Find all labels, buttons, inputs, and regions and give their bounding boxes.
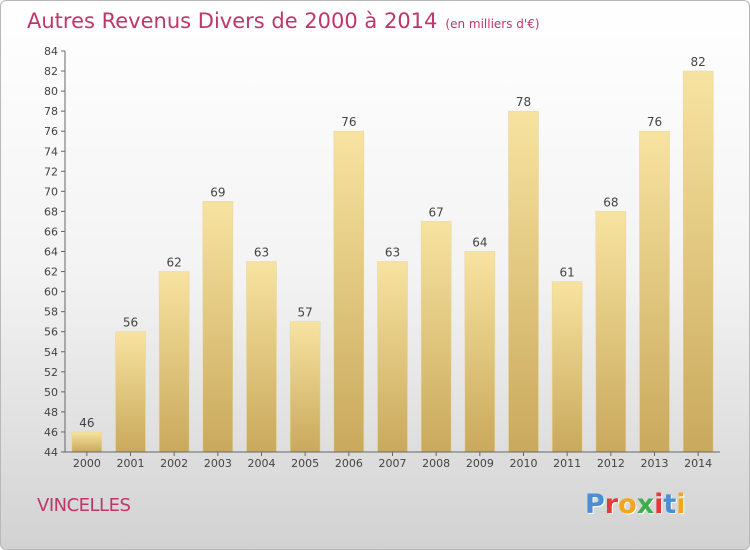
chart-unit-text: (en milliers d'€) xyxy=(445,17,540,31)
bar xyxy=(377,261,408,453)
logo-letter: x xyxy=(636,489,655,520)
logo-letter: i xyxy=(676,489,686,520)
y-tick-label: 60 xyxy=(44,286,58,299)
data-label: 63 xyxy=(254,246,269,260)
x-tick-label: 2006 xyxy=(335,457,363,470)
bar xyxy=(464,251,496,453)
data-label: 67 xyxy=(429,205,444,219)
y-tick-label: 48 xyxy=(44,406,58,419)
y-tick-label: 46 xyxy=(44,426,58,439)
logo-letter: r xyxy=(604,489,619,520)
x-tick-label: 2012 xyxy=(597,457,625,470)
bar xyxy=(639,130,670,453)
data-label: 78 xyxy=(516,95,531,109)
x-tick-label: 2010 xyxy=(510,457,538,470)
data-label: 82 xyxy=(691,55,706,69)
logo-letter: P xyxy=(585,489,605,520)
x-tick-label: 2014 xyxy=(684,457,712,470)
x-tick-label: 2009 xyxy=(466,457,494,470)
bar xyxy=(595,211,627,453)
logo-letter: i xyxy=(654,489,664,520)
data-label: 62 xyxy=(167,256,182,270)
y-axis: 44 46 48 50 52 54 56 58 60 62 64 66 68 70 72 74 76 78 80 82… xyxy=(44,45,66,459)
y-tick-label: 50 xyxy=(44,386,58,399)
data-label: 76 xyxy=(647,115,662,129)
y-tick-label: 62 xyxy=(44,266,58,279)
y-tick-label: 78 xyxy=(44,105,58,118)
bar xyxy=(115,331,146,453)
bar xyxy=(551,281,583,453)
bar xyxy=(202,201,234,453)
chart-title: Autres Revenus Divers de 2000 à 2014 (en … xyxy=(27,9,540,33)
x-tick-label: 2000 xyxy=(73,457,101,470)
bar xyxy=(508,110,539,453)
y-tick-label: 82 xyxy=(44,65,58,78)
y-tick-label: 66 xyxy=(44,225,58,238)
bar xyxy=(333,130,365,453)
y-tick-label: 76 xyxy=(44,125,58,138)
data-label: 56 xyxy=(123,316,138,330)
data-label: 76 xyxy=(341,115,356,129)
data-label: 46 xyxy=(79,416,94,430)
data-label: 63 xyxy=(385,246,400,260)
data-label: 57 xyxy=(298,306,313,320)
y-tick-label: 58 xyxy=(44,306,58,319)
x-tick-label: 2005 xyxy=(291,457,319,470)
bar xyxy=(246,261,277,453)
proxiti-logo[interactable]: Proxiti xyxy=(585,489,686,520)
y-tick-label: 80 xyxy=(44,85,58,98)
data-label: 68 xyxy=(603,195,618,209)
chart-title-text: Autres Revenus Divers de 2000 à 2014 xyxy=(27,9,438,33)
bar xyxy=(682,70,714,453)
logo-letter: o xyxy=(618,489,637,520)
data-label: 69 xyxy=(210,185,225,199)
y-tick-label: 64 xyxy=(44,246,58,259)
bar xyxy=(289,321,321,453)
bar xyxy=(420,221,452,453)
y-tick-label: 68 xyxy=(44,205,58,218)
y-tick-label: 74 xyxy=(44,145,58,158)
y-tick-label: 72 xyxy=(44,165,58,178)
y-tick-label: 70 xyxy=(44,185,58,198)
x-axis: 2000 2001 2002 2003 2004 2005 2006 2007 2008 2009… xyxy=(65,451,720,470)
x-tick-label: 2008 xyxy=(422,457,450,470)
logo-letter: t xyxy=(663,489,677,520)
x-tick-label: 2011 xyxy=(553,457,581,470)
bar xyxy=(158,271,190,453)
bars: 46 56 62 69 63 57 76 63 67 64 78 61 68 76 82 xyxy=(71,55,714,453)
x-tick-label: 2007 xyxy=(379,457,407,470)
x-tick-label: 2002 xyxy=(160,457,188,470)
y-tick-label: 52 xyxy=(44,366,58,379)
y-tick-label: 54 xyxy=(44,346,58,359)
city-name: VINCELLES xyxy=(37,495,131,516)
bar xyxy=(71,431,103,453)
x-tick-label: 2001 xyxy=(117,457,145,470)
x-tick-label: 2013 xyxy=(641,457,669,470)
y-tick-label: 56 xyxy=(44,326,58,339)
x-tick-label: 2004 xyxy=(248,457,276,470)
y-tick-label: 84 xyxy=(44,45,58,58)
y-tick-label: 44 xyxy=(44,446,58,459)
data-label: 64 xyxy=(472,236,487,250)
data-label: 61 xyxy=(560,266,575,280)
x-tick-label: 2003 xyxy=(204,457,232,470)
